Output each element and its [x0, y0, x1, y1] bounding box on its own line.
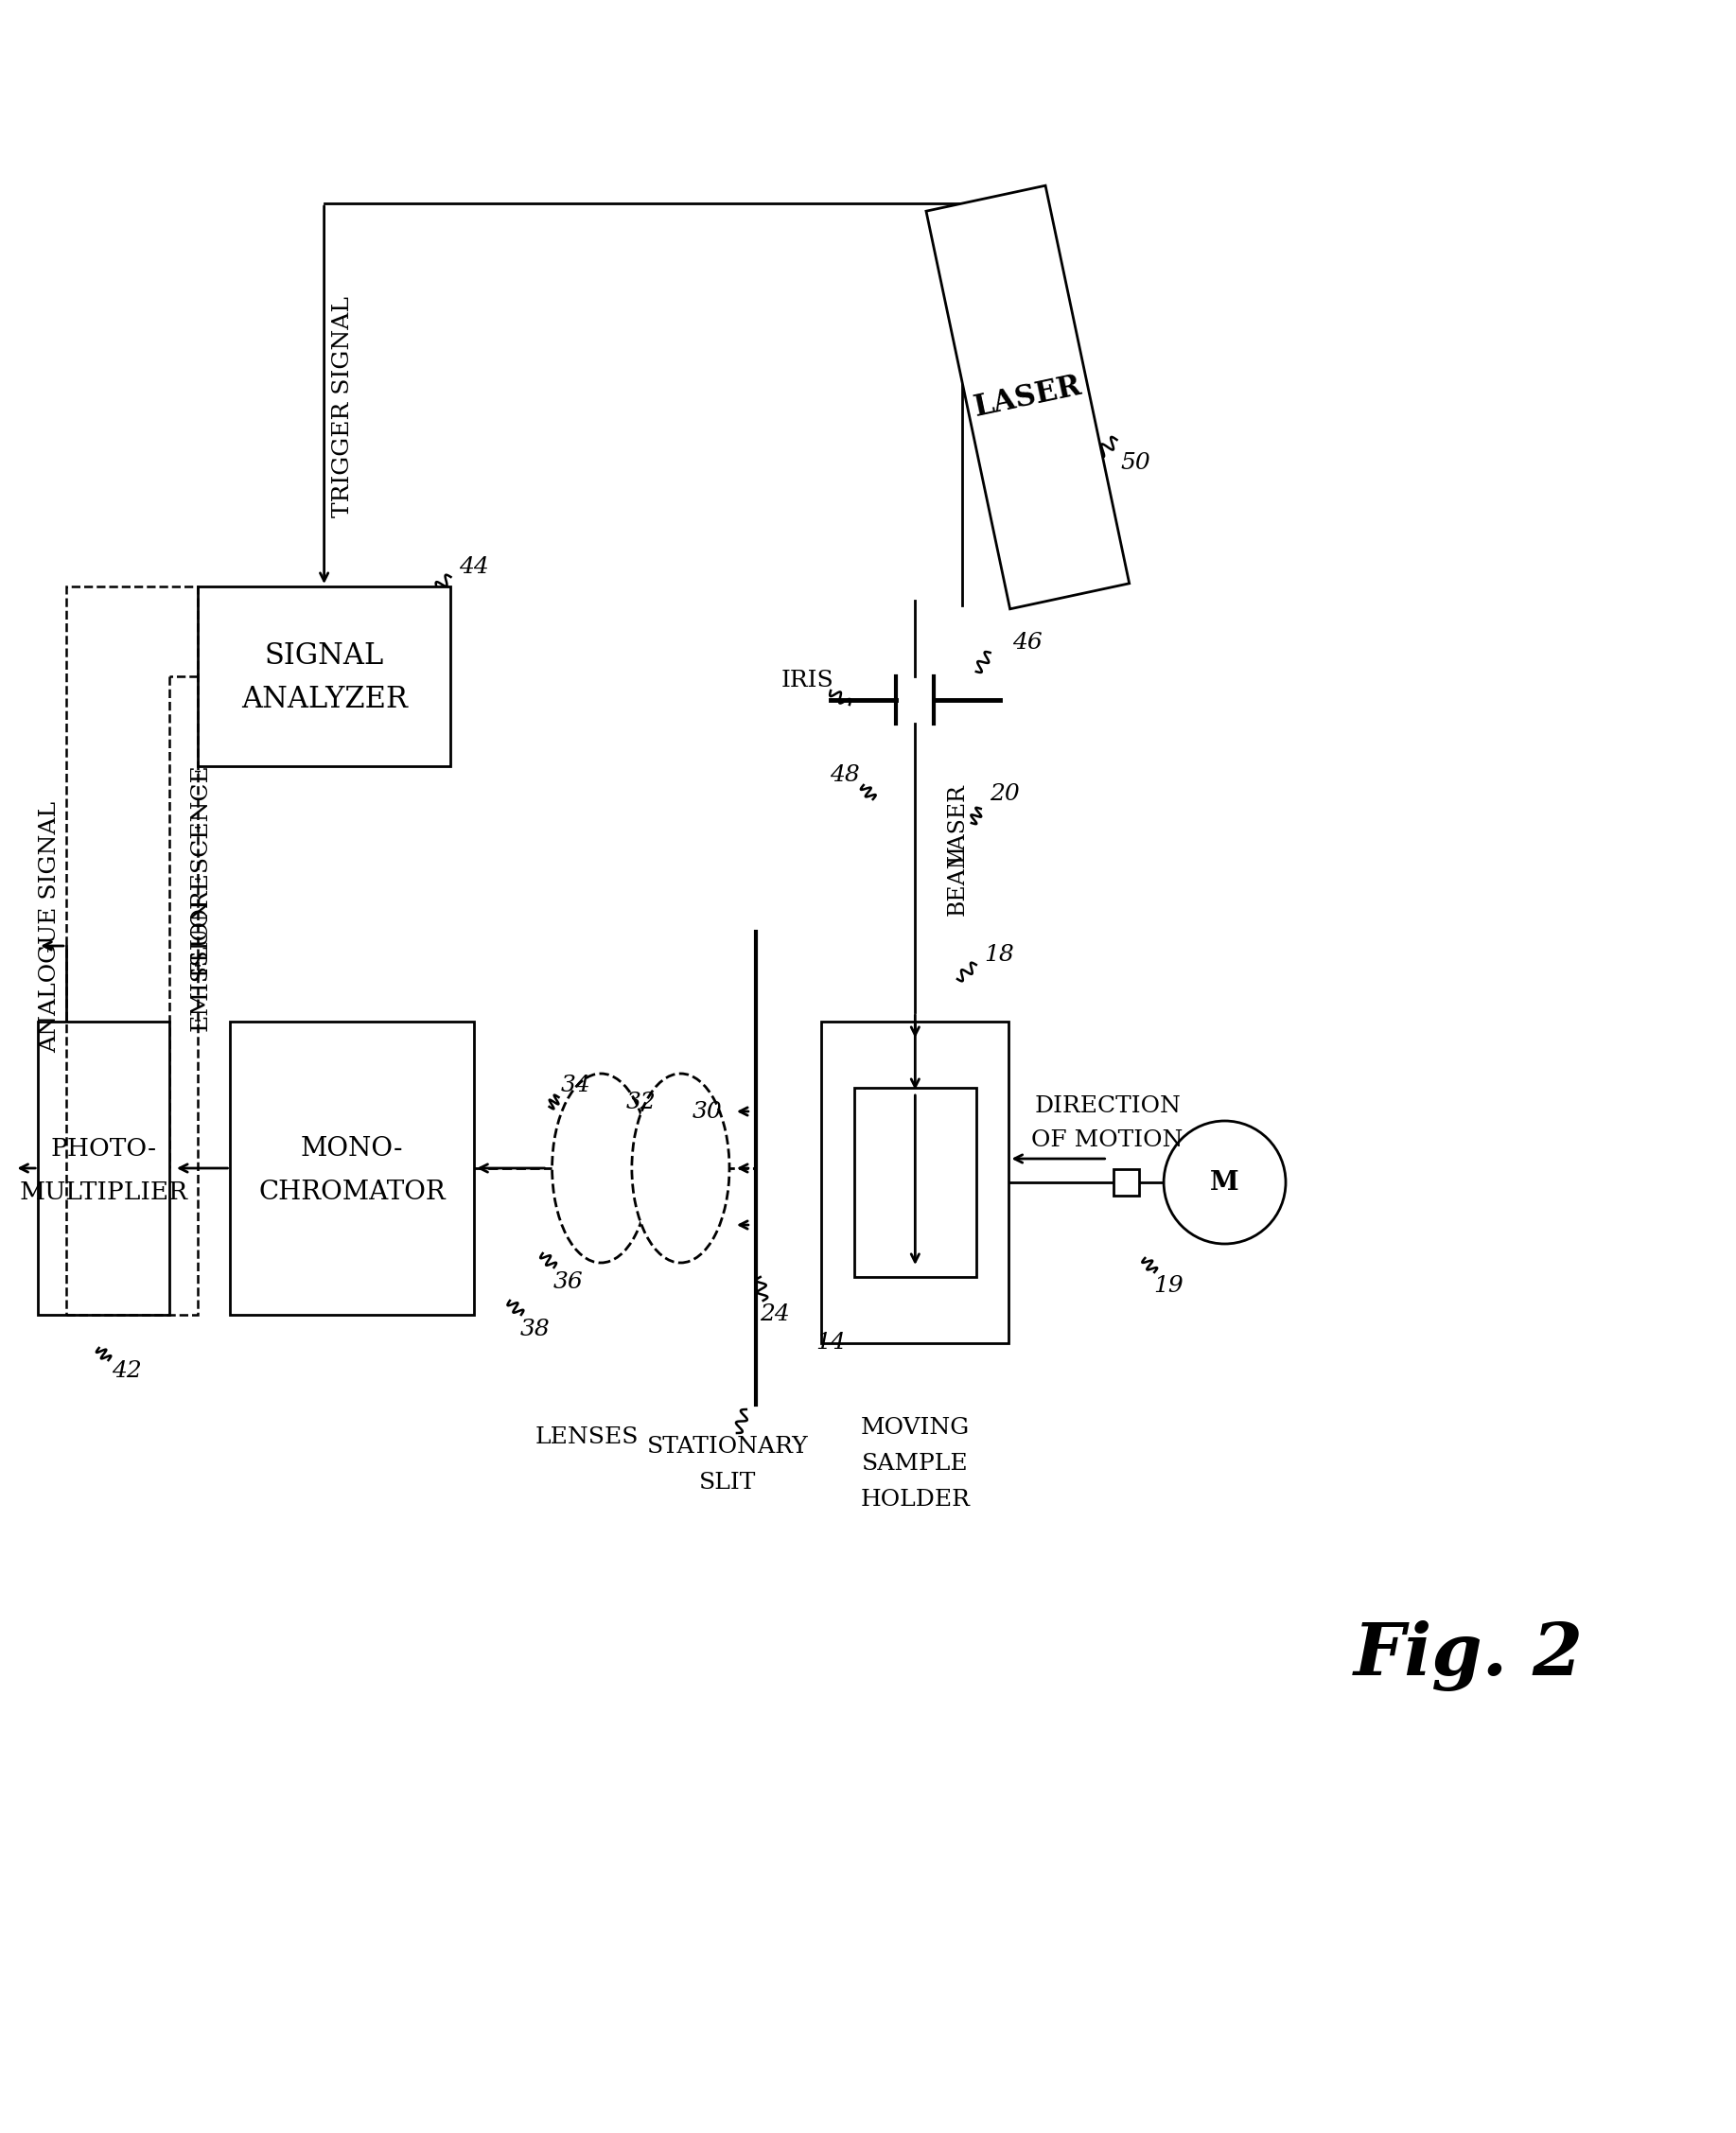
Text: IRIS: IRIS: [781, 670, 833, 691]
Text: 18: 18: [984, 945, 1014, 966]
Text: 48: 48: [830, 766, 859, 787]
Bar: [38, 1022, 170, 1314]
Bar: [821, 1022, 1009, 1344]
Polygon shape: [925, 186, 1130, 610]
Text: STATIONARY: STATIONARY: [648, 1436, 809, 1459]
Text: HOLDER: HOLDER: [861, 1489, 970, 1510]
Text: MULTIPLIER: MULTIPLIER: [19, 1180, 187, 1203]
Text: MONO-: MONO-: [300, 1137, 403, 1162]
Text: MOVING: MOVING: [861, 1418, 970, 1440]
Text: LASER: LASER: [946, 783, 969, 862]
Text: SLIT: SLIT: [700, 1472, 757, 1493]
Text: EMISSION: EMISSION: [189, 898, 212, 1030]
Text: 14: 14: [816, 1333, 845, 1354]
Text: ANALOGUE SIGNAL: ANALOGUE SIGNAL: [40, 802, 61, 1054]
Text: M: M: [1210, 1169, 1240, 1194]
Bar: [66, 587, 198, 1314]
Text: CHROMATOR: CHROMATOR: [259, 1180, 446, 1205]
Bar: [1113, 1169, 1139, 1197]
Text: ANALYZER: ANALYZER: [241, 685, 408, 715]
Text: 42: 42: [113, 1361, 142, 1382]
Text: SAMPLE: SAMPLE: [861, 1453, 969, 1476]
Ellipse shape: [552, 1073, 649, 1263]
Text: TRIGGER SIGNAL: TRIGGER SIGNAL: [332, 296, 354, 518]
Text: OF MOTION: OF MOTION: [1031, 1128, 1184, 1150]
Bar: [198, 587, 451, 766]
Text: DIRECTION: DIRECTION: [1035, 1096, 1180, 1118]
Text: 32: 32: [627, 1092, 656, 1113]
Text: FLUORESCENCE: FLUORESCENCE: [189, 764, 212, 977]
Text: LENSES: LENSES: [535, 1427, 639, 1448]
Text: 34: 34: [561, 1075, 590, 1096]
Text: 24: 24: [759, 1303, 790, 1327]
Text: 50: 50: [1120, 452, 1151, 474]
Ellipse shape: [632, 1073, 729, 1263]
Circle shape: [1163, 1120, 1286, 1244]
Text: 36: 36: [554, 1271, 583, 1293]
Text: 19: 19: [1153, 1276, 1184, 1297]
Text: 20: 20: [990, 783, 1019, 806]
Text: 38: 38: [521, 1318, 550, 1340]
Bar: [854, 1088, 976, 1278]
Text: SIGNAL: SIGNAL: [264, 640, 384, 670]
Text: LASER: LASER: [970, 371, 1085, 422]
Text: BEAM: BEAM: [946, 845, 969, 915]
Text: Fig. 2: Fig. 2: [1354, 1619, 1583, 1691]
Text: 44: 44: [460, 557, 490, 578]
Bar: [231, 1022, 474, 1314]
Text: PHOTO-: PHOTO-: [50, 1137, 156, 1160]
Text: 46: 46: [1012, 631, 1043, 655]
Text: 30: 30: [693, 1101, 722, 1122]
